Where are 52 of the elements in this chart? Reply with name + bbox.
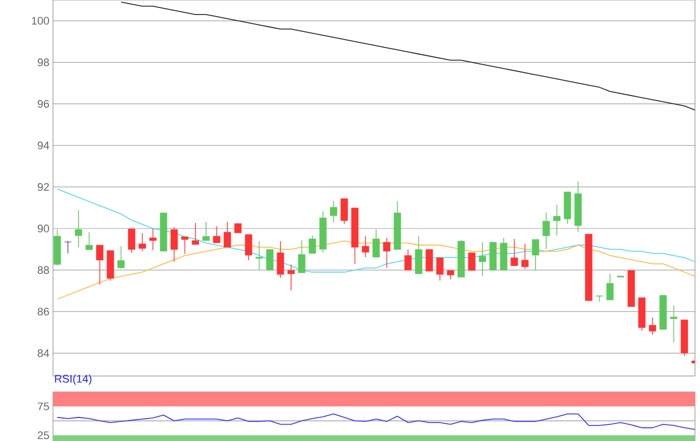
- candlestick: [117, 246, 125, 270]
- candlestick: [648, 317, 656, 336]
- candlestick: [426, 249, 433, 272]
- y-tick-label: 94: [38, 142, 50, 150]
- y-tick-label: 75: [38, 402, 49, 410]
- candlestick: [340, 198, 348, 224]
- candlestick: [244, 234, 252, 260]
- y-tick-label: 84: [38, 349, 50, 358]
- y-tick-label: 98: [38, 58, 49, 66]
- candlestick: [202, 221, 210, 241]
- candlestick: [372, 229, 380, 258]
- y-tick-label: 96: [38, 100, 49, 108]
- candlestick: [542, 212, 550, 250]
- candlestick: [64, 240, 72, 254]
- candlestick: [404, 249, 412, 270]
- chart-title: RSI(14): [55, 374, 92, 385]
- candlestick: [234, 223, 242, 234]
- candlestick: [256, 240, 263, 270]
- candlestick: [74, 210, 82, 248]
- candlestick: [96, 244, 104, 285]
- candlestick: [330, 200, 338, 223]
- y-tick-label: 25: [38, 431, 49, 440]
- candlestick: [468, 252, 476, 271]
- candlestick: [192, 222, 200, 245]
- candlestick: [266, 249, 274, 270]
- candlestick: [224, 221, 231, 248]
- candlestick: [521, 243, 529, 270]
- candlestick: [670, 304, 678, 343]
- candlestick: [138, 232, 146, 252]
- y-tick-label: 90: [38, 224, 50, 232]
- candlestick: [510, 238, 518, 266]
- y-tick-label: 86: [38, 308, 49, 316]
- candlestick: [181, 236, 188, 254]
- candlestick: [149, 228, 157, 251]
- candlestick: [553, 204, 560, 236]
- candlestick: [128, 228, 136, 254]
- candlestick: [170, 226, 178, 262]
- candlestick: [362, 236, 370, 258]
- candlestick: [478, 242, 486, 276]
- candlestick: [606, 274, 614, 300]
- candlestick: [532, 239, 540, 272]
- y-tick-label: 88: [38, 266, 49, 274]
- candlestick: [298, 240, 306, 274]
- candlestick: [308, 235, 316, 254]
- candlestick: [436, 257, 444, 281]
- y-tick-label: 100: [32, 16, 50, 25]
- candlestick: [288, 264, 295, 291]
- candlestick: [86, 232, 93, 250]
- y-tick-label: 92: [38, 183, 49, 191]
- candlestick: [383, 237, 390, 268]
- candlestick: [276, 240, 284, 278]
- candlestick: [213, 226, 220, 244]
